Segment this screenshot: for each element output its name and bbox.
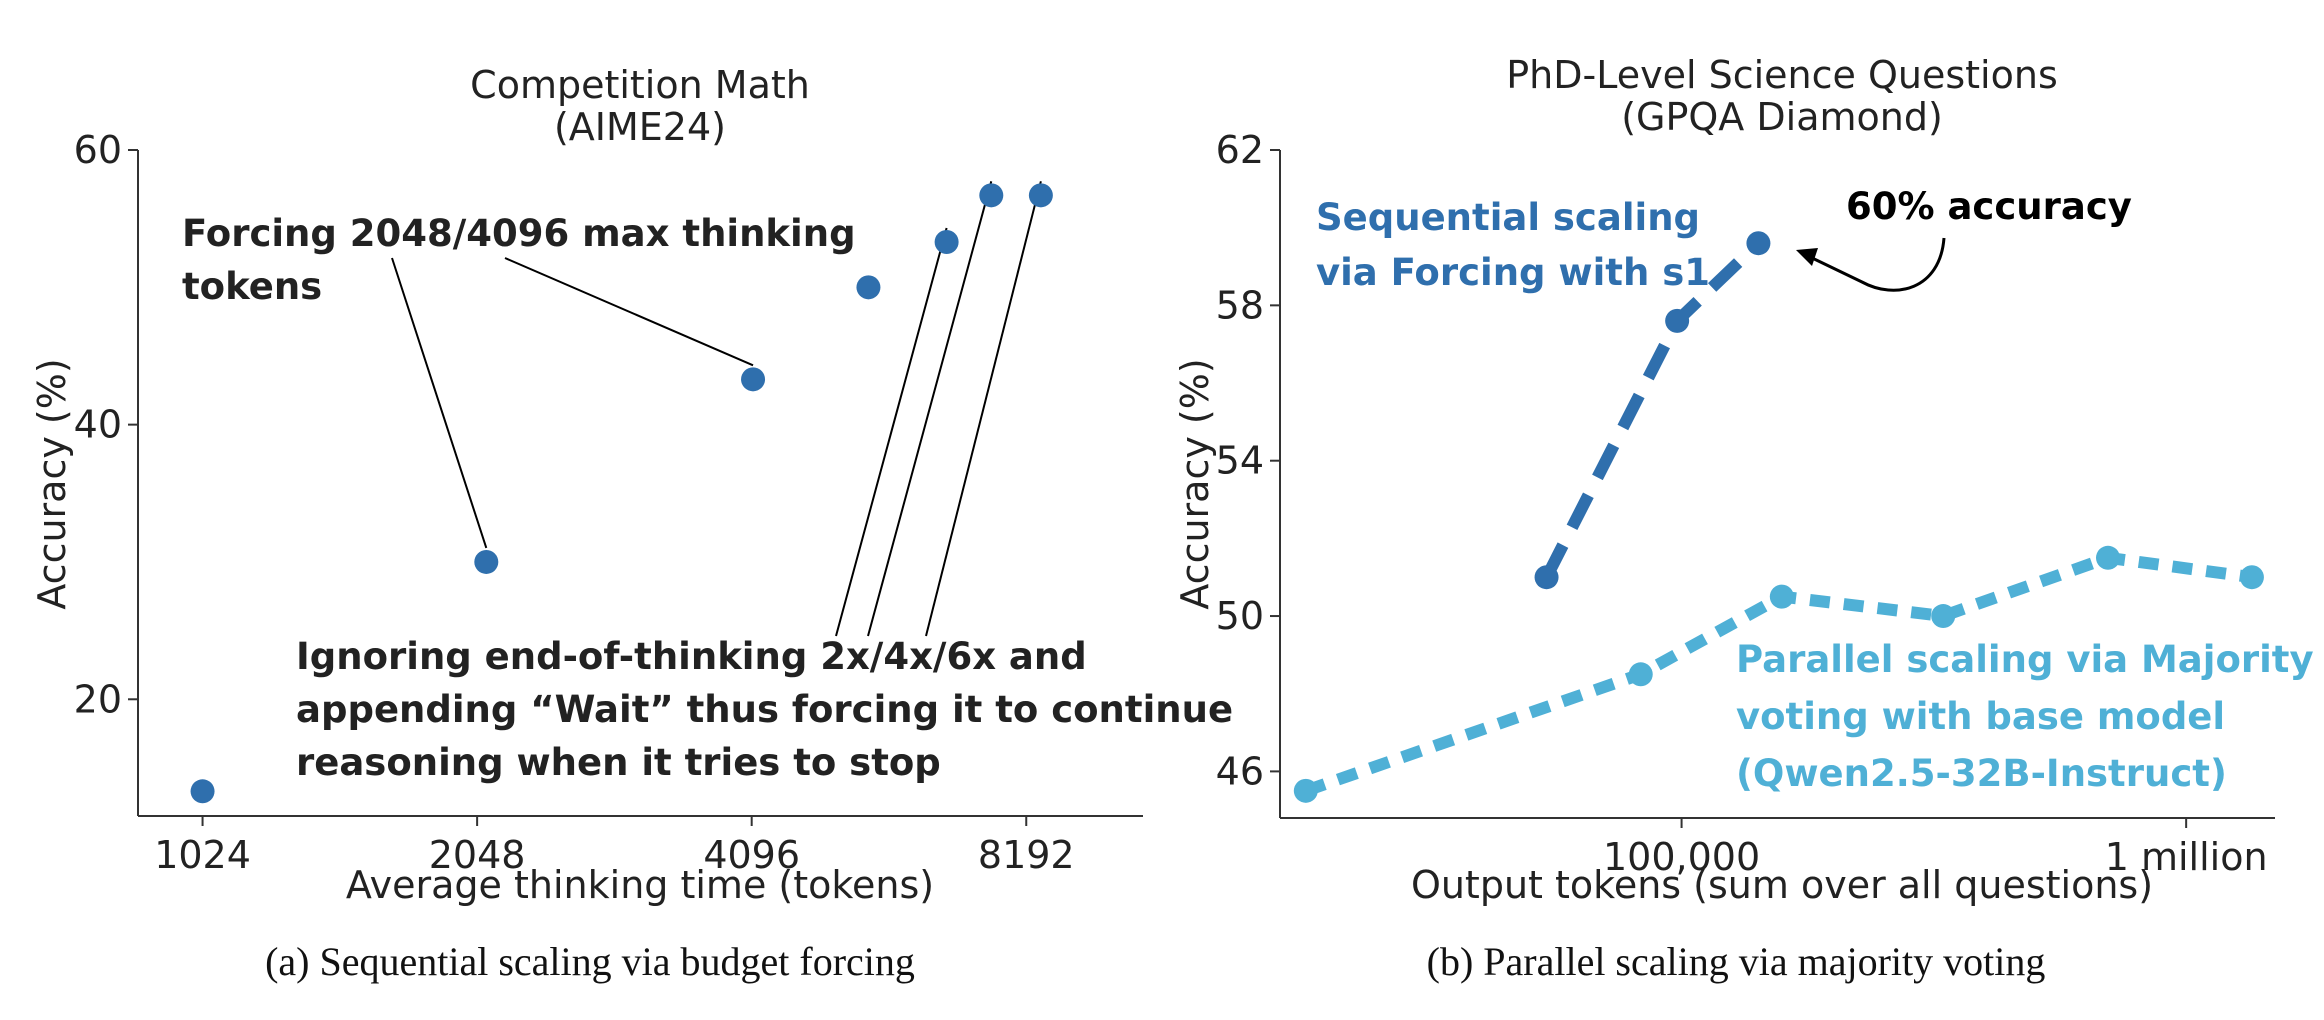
y-tick-label: 46 (1216, 749, 1264, 793)
chart-a-annotation-forcing: Forcing 2048/4096 max thinking tokens (182, 212, 868, 308)
x-tick-label: 4096 (703, 833, 800, 877)
annotation-ignoring-line: Ignoring end-of-thinking 2x/4x/6x and (296, 635, 1087, 678)
annotation-leader-line (867, 181, 993, 637)
chart-aime24: Competition Math (AIME24) 20 40 60 1024 204… (30, 63, 1246, 984)
data-point (190, 779, 215, 804)
data-point (1746, 231, 1771, 256)
data-point (2239, 565, 2264, 590)
series-label-parallel-line: voting with base model (1736, 695, 2225, 738)
series-label-sequential-line: Sequential scaling (1316, 196, 1700, 239)
series-label-sequential: Sequential scaling via Forcing with s1 (1316, 196, 1713, 294)
annotation-leader-line (925, 181, 1042, 637)
data-point (1628, 662, 1653, 687)
y-tick-label: 20 (74, 677, 122, 721)
chart-a-subtitle: (AIME24) (554, 105, 726, 149)
data-point (1769, 584, 1794, 609)
y-tick-label: 60 (74, 128, 122, 172)
callout-arrow (1807, 237, 1946, 292)
y-tick-label: 40 (74, 403, 122, 447)
chart-b-subtitle: (GPQA Diamond) (1621, 95, 1943, 139)
callout-60-accuracy: 60% accuracy (1846, 185, 2132, 228)
series-label-parallel-line: Parallel scaling via Majority (1736, 638, 2314, 681)
callout-arrowhead-icon (1796, 248, 1818, 266)
data-point (1665, 308, 1690, 333)
chart-b-ylabel: Accuracy (%) (1173, 358, 1217, 609)
x-tick-label: 1024 (154, 833, 251, 877)
annotation-leader-line (391, 257, 488, 549)
annotation-ignoring-line: appending “Wait” thus forcing it to cont… (296, 688, 1233, 731)
data-point (474, 549, 499, 574)
series-label-sequential-line: via Forcing with s1 (1316, 251, 1710, 294)
annotation-forcing-line: Forcing 2048/4096 max thinking (182, 212, 856, 255)
chart-a-caption: (a) Sequential scaling via budget forcin… (265, 939, 915, 984)
annotation-leader-line (835, 227, 948, 637)
x-tick-label: 8192 (978, 833, 1075, 877)
data-point (934, 230, 959, 255)
data-point (1534, 565, 1559, 590)
chart-b-caption: (b) Parallel scaling via majority voting (1427, 939, 2046, 984)
data-point (1028, 183, 1053, 208)
series-label-parallel-line: (Qwen2.5-32B-Instruct) (1736, 752, 2227, 795)
chart-a-annotation-ignoring: Ignoring end-of-thinking 2x/4x/6x and ap… (296, 635, 1246, 784)
data-point (2095, 545, 2120, 570)
x-tick-label: 100,000 (1603, 835, 1760, 879)
x-tick-label: 1 million (2105, 835, 2268, 879)
data-point (1931, 604, 1956, 629)
annotation-ignoring-line: reasoning when it tries to stop (296, 741, 941, 784)
chart-a-ylabel: Accuracy (%) (30, 358, 74, 609)
y-tick-label: 58 (1216, 283, 1264, 327)
chart-a-xlabel: Average thinking time (tokens) (346, 863, 934, 907)
data-point (741, 367, 766, 392)
series-label-parallel: Parallel scaling via Majority voting wit… (1736, 638, 2324, 795)
y-tick-label: 62 (1216, 128, 1264, 172)
annotation-forcing-line: tokens (182, 265, 322, 308)
series-line-parallel (1303, 551, 2253, 797)
chart-b-title: PhD-Level Science Questions (1506, 53, 2058, 97)
y-tick-label: 50 (1216, 594, 1264, 638)
y-tick-label: 54 (1216, 439, 1264, 483)
data-point (856, 275, 881, 300)
x-tick-label: 2048 (429, 833, 526, 877)
chart-a-title: Competition Math (470, 63, 810, 107)
data-point (1293, 778, 1318, 803)
chart-gpqa: PhD-Level Science Questions (GPQA Diamon… (1173, 53, 2324, 984)
chart-b-xlabel: Output tokens (sum over all questions) (1411, 863, 2153, 907)
annotation-leader-line (504, 257, 754, 367)
data-point (979, 183, 1004, 208)
